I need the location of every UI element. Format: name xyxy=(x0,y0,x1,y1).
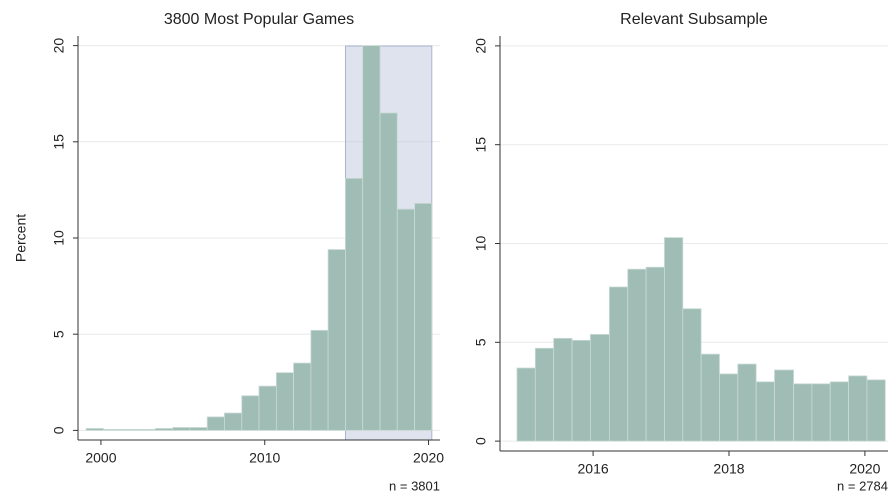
x-tick-label: 2010 xyxy=(249,450,280,466)
bar xyxy=(571,339,591,442)
bar xyxy=(682,308,702,442)
bar xyxy=(645,266,665,442)
chart-title: Relevant Subsample xyxy=(620,11,768,28)
bar xyxy=(103,429,122,431)
bar xyxy=(224,412,243,431)
y-tick-label: 10 xyxy=(473,236,489,252)
bar xyxy=(848,375,868,442)
bar xyxy=(396,208,416,431)
y-axis-label: Percent xyxy=(13,214,29,262)
x-tick-label: 2020 xyxy=(849,461,880,477)
bar xyxy=(310,329,329,431)
bar xyxy=(362,45,381,431)
x-tick-label: 2016 xyxy=(578,461,609,477)
bar xyxy=(85,428,104,431)
bar xyxy=(258,385,277,431)
bar xyxy=(664,237,684,442)
x-tick-label: 2020 xyxy=(413,450,444,466)
bar xyxy=(379,112,398,431)
bar xyxy=(793,383,813,442)
bar xyxy=(589,334,610,442)
annotation: n = 2784 xyxy=(837,478,888,493)
bar xyxy=(829,381,849,442)
bar xyxy=(534,347,555,442)
bar xyxy=(627,268,647,442)
bar xyxy=(609,286,629,442)
bar xyxy=(189,427,208,431)
bar xyxy=(172,427,191,431)
y-tick-label: 0 xyxy=(473,437,489,445)
bar xyxy=(414,202,433,431)
bar xyxy=(241,395,260,431)
bar xyxy=(293,362,312,431)
bar xyxy=(275,372,294,431)
bar xyxy=(154,428,174,431)
bar xyxy=(811,383,831,442)
bar xyxy=(206,416,225,431)
bar xyxy=(345,177,364,431)
bar xyxy=(719,373,739,442)
bar xyxy=(866,379,886,442)
y-tick-label: 5 xyxy=(473,338,489,346)
bar xyxy=(327,249,346,431)
bar xyxy=(516,367,536,442)
y-tick-label: 20 xyxy=(51,38,67,54)
bar xyxy=(755,381,775,442)
chart-title: 3800 Most Popular Games xyxy=(164,11,354,28)
bar xyxy=(774,369,794,442)
bar xyxy=(553,337,573,442)
bar xyxy=(737,363,757,442)
y-tick-label: 5 xyxy=(51,330,67,338)
annotation: n = 3801 xyxy=(389,478,440,493)
y-tick-label: 10 xyxy=(51,230,67,246)
y-tick-label: 20 xyxy=(473,38,489,54)
y-tick-label: 0 xyxy=(51,426,67,434)
y-tick-label: 15 xyxy=(473,137,489,153)
x-tick-label: 2018 xyxy=(713,461,744,477)
x-tick-label: 2000 xyxy=(85,450,116,466)
bar xyxy=(700,353,720,442)
bar xyxy=(137,429,156,431)
y-tick-label: 15 xyxy=(51,134,67,150)
bar xyxy=(120,429,139,431)
